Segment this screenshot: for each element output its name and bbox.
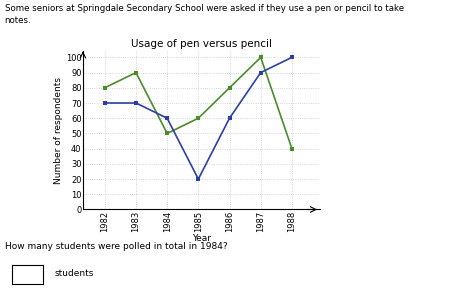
Title: Usage of pen versus pencil: Usage of pen versus pencil [131, 39, 272, 49]
Y-axis label: Number of respondents: Number of respondents [54, 77, 63, 184]
Text: How many students were polled in total in 1984?: How many students were polled in total i… [5, 242, 228, 251]
Text: notes.: notes. [5, 16, 31, 25]
Text: students: students [55, 270, 94, 278]
X-axis label: Year: Year [192, 234, 211, 243]
Text: Some seniors at Springdale Secondary School were asked if they use a pen or penc: Some seniors at Springdale Secondary Sch… [5, 4, 404, 13]
